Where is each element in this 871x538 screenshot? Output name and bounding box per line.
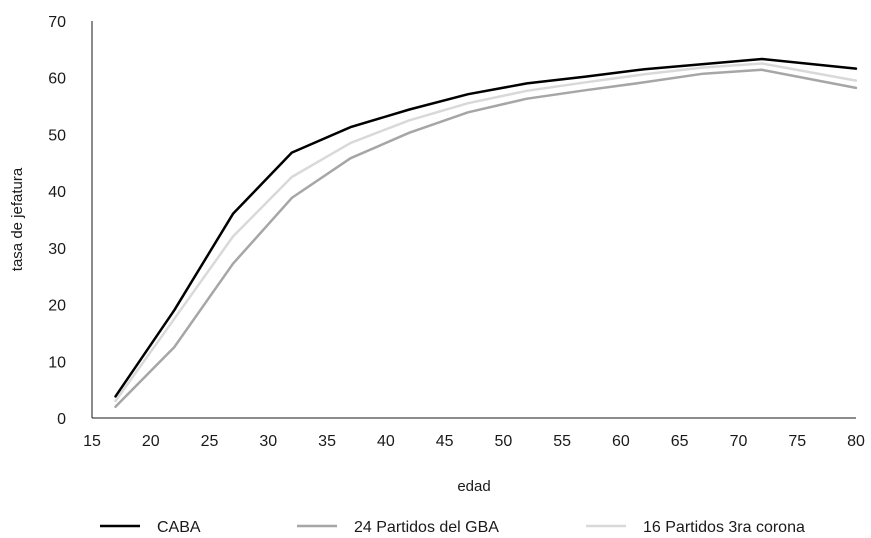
y-tick-label: 10 — [48, 354, 66, 371]
y-tick-label: 60 — [48, 71, 66, 88]
series-line-3 — [114, 62, 858, 403]
series-line-1 — [114, 57, 858, 398]
x-tick-label: 15 — [83, 433, 101, 450]
y-tick-label: 40 — [48, 184, 66, 201]
x-tick-label: 75 — [788, 433, 806, 450]
axes — [91, 21, 856, 419]
y-tick-label: 30 — [48, 241, 66, 258]
y-tick-group: 0 10 20 30 40 50 60 70 — [48, 14, 66, 428]
legend-item: CABA — [100, 519, 201, 536]
x-tick-label: 45 — [436, 433, 454, 450]
y-tick-label: 20 — [48, 298, 66, 315]
x-axis-title: edad — [457, 478, 490, 495]
x-tick-label: 40 — [377, 433, 395, 450]
legend-label: CABA — [157, 519, 201, 536]
series-group — [114, 57, 858, 408]
x-tick-label: 25 — [201, 433, 219, 450]
x-tick-group: 15 20 25 30 35 40 45 50 55 60 65 70 75 80 — [83, 433, 865, 450]
series-line-2 — [114, 68, 858, 408]
y-tick-label: 0 — [57, 411, 66, 428]
x-tick-label: 35 — [318, 433, 336, 450]
x-tick-label: 50 — [494, 433, 512, 450]
x-tick-label: 30 — [259, 433, 277, 450]
legend-label: 24 Partidos del GBA — [354, 519, 499, 536]
y-axis-title: tasa de jefatura — [9, 167, 26, 271]
y-tick-label: 50 — [48, 127, 66, 144]
x-tick-label: 65 — [671, 433, 689, 450]
x-tick-label: 70 — [730, 433, 748, 450]
legend-item: 24 Partidos del GBA — [297, 519, 499, 536]
legend-item: 16 Partidos 3ra corona — [586, 519, 805, 536]
x-tick-label: 55 — [553, 433, 571, 450]
legend-label: 16 Partidos 3ra corona — [643, 519, 805, 536]
y-tick-label: 70 — [48, 14, 66, 31]
legend: CABA 24 Partidos del GBA 16 Partidos 3ra c… — [100, 519, 805, 536]
x-tick-label: 20 — [142, 433, 160, 450]
x-tick-label: 60 — [612, 433, 630, 450]
x-tick-label: 80 — [847, 433, 865, 450]
